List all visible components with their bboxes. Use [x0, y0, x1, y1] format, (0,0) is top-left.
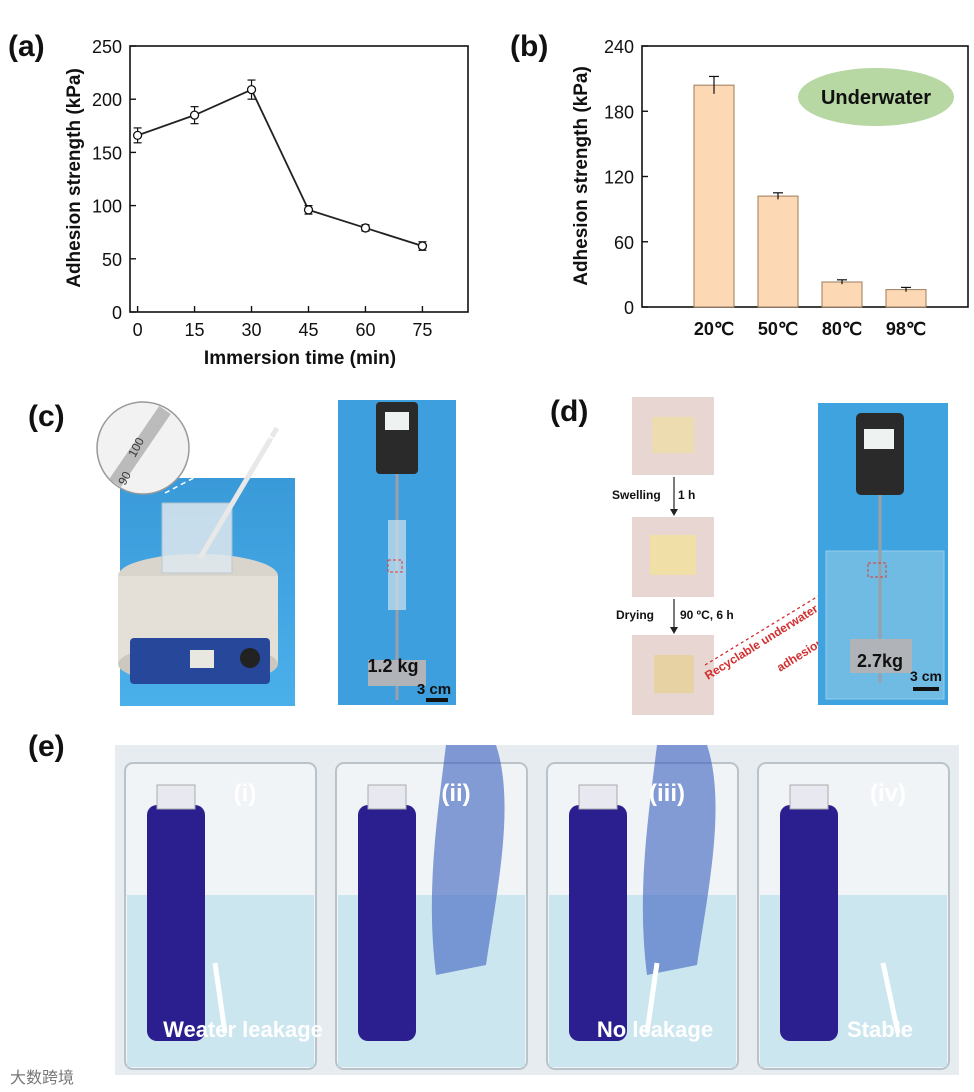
frame-roman-label: (iv): [870, 780, 906, 807]
chart-a-ytick-label: 200: [92, 90, 122, 110]
frame-roman-label: (iii): [649, 780, 685, 807]
panel-label-a: (a): [8, 30, 45, 63]
chart-a-point: [132, 130, 143, 141]
recyclable-label-1: Recyclable underwater: [702, 601, 821, 680]
chart-b-bar: [757, 195, 799, 308]
caption-arrow: [644, 962, 660, 1034]
weight-1-2kg: 1.2 kg: [367, 656, 418, 676]
step-drying: Drying: [616, 608, 654, 622]
chart-b-xtick-label: 50℃: [758, 319, 798, 339]
scale-3cm-d: 3 cm: [910, 668, 942, 684]
chart-b-bar: [885, 289, 927, 308]
chart-b-ytick-label: 180: [604, 102, 634, 122]
chart-b-xtick-label: 80℃: [822, 319, 862, 339]
chart-b-xtick-label: 98℃: [886, 319, 926, 339]
panel-label-e: (e): [28, 730, 65, 763]
chart-b-ytick-label: 240: [604, 37, 634, 57]
photo-c-heating-mantle: 100 90: [95, 398, 295, 706]
chart-b-ylabel: Adhesion strength (kPa): [571, 66, 592, 286]
bottle: [147, 805, 205, 1041]
frame-caption: Weater leakage: [163, 1017, 323, 1042]
chart-a-xtick-label: 15: [185, 320, 205, 340]
frame-caption: No leakage: [597, 1017, 713, 1042]
chart-b-ytick-label: 0: [624, 298, 634, 318]
gloved-hand: [431, 745, 505, 975]
bottle: [569, 805, 627, 1041]
frame-caption: Stable: [847, 1017, 913, 1042]
photo-d-sequence: Swelling 1 h Drying 90 ºC, 6 h: [610, 395, 760, 720]
chart-b-bar: [693, 84, 735, 308]
thermo-tick-90: 90: [115, 469, 134, 488]
chart-a-line: 0 50 100 150 200 250 0 15 30 45 60 75 Immersion tim…: [64, 37, 469, 369]
underwater-badge: [798, 68, 954, 126]
chart-a-xtick-label: 30: [242, 320, 262, 340]
chart-a-point: [417, 241, 428, 251]
step-drying-cond: 90 ºC, 6 h: [680, 608, 734, 622]
scale-3cm-c: 3 cm: [417, 681, 451, 698]
chart-a-point: [360, 223, 371, 233]
panel-label-c: (c): [28, 400, 65, 433]
gloved-hand: [642, 745, 716, 975]
chart-a-frame: [129, 45, 469, 313]
tank-frame: (iii) No leakage: [537, 745, 748, 1075]
photo-c-scale: 1.2 kg 3 cm: [338, 400, 456, 705]
panel-label-d: (d): [550, 395, 589, 428]
photo-e-bottles: (i) Weater leakage (ii) (iii) No leakage (iv)…: [115, 745, 959, 1075]
chart-b-bar: [821, 281, 863, 308]
underwater-badge-label: Underwater: [821, 87, 931, 109]
chart-b-bar: 0 60 120 180 240 20℃ 50℃ 80℃ 98℃ Underwater Adhe…: [571, 37, 969, 339]
chart-a-point: [246, 84, 257, 95]
bottle: [358, 805, 416, 1041]
chart-b-xtick-label: 20℃: [694, 319, 734, 339]
chart-a-point: [303, 205, 314, 215]
bottle: [780, 805, 838, 1041]
watermark: 大数跨境: [10, 1068, 75, 1087]
chart-b-ytick-label: 120: [604, 168, 634, 188]
step-swelling: Swelling: [612, 488, 661, 502]
chart-a-xlabel: Immersion time (min): [204, 348, 396, 369]
weight-2-7kg: 2.7kg: [857, 651, 903, 671]
caption-arrow: [880, 962, 901, 1034]
chart-a-ytick-label: 100: [92, 197, 122, 217]
chart-b-ytick-label: 60: [614, 233, 634, 253]
photo-d-scale: 2.7kg 3 cm: [818, 403, 948, 705]
chart-a-series-line: [137, 88, 423, 247]
frame-roman-label: (ii): [441, 780, 470, 807]
chart-a-ylabel: Adhesion strength (kPa): [64, 68, 85, 288]
chart-a-xtick-label: 75: [412, 320, 432, 340]
panel-label-b: (b): [510, 30, 549, 63]
tank-frame: (ii): [326, 745, 537, 1075]
chart-a-ytick-label: 250: [92, 37, 122, 57]
caption-arrow: [212, 962, 228, 1034]
frame-roman-label: (i): [234, 780, 257, 807]
chart-a-xtick-label: 60: [355, 320, 375, 340]
tank-frame: (iv) Stable: [748, 745, 959, 1075]
chart-a-xtick-label: 45: [298, 320, 318, 340]
step-swelling-time: 1 h: [678, 488, 695, 502]
chart-a-ytick-label: 50: [102, 250, 122, 270]
tank-frame: (i) Weater leakage: [115, 745, 326, 1075]
chart-a-ytick-label: 150: [92, 143, 122, 163]
chart-a-ytick-label: 0: [112, 303, 122, 323]
chart-a-point: [189, 110, 200, 120]
chart-a-xtick-label: 0: [133, 320, 143, 340]
